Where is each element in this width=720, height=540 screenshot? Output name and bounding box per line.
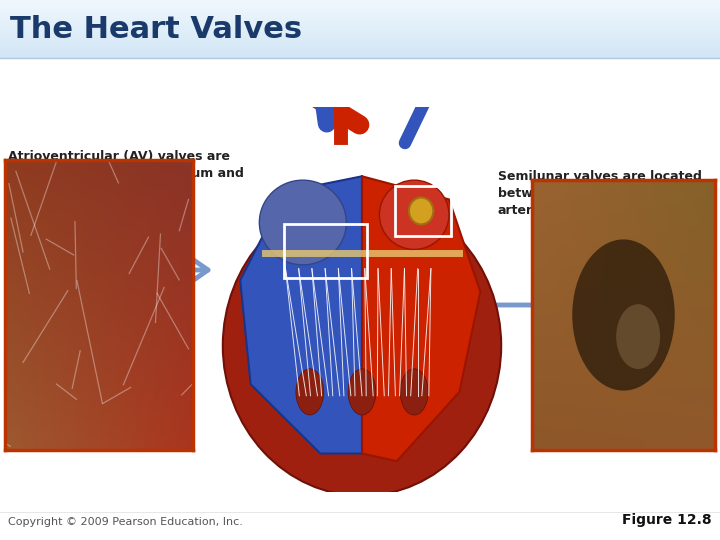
Ellipse shape bbox=[348, 369, 376, 415]
Bar bbox=[0, 15, 720, 16]
Bar bbox=[0, 17, 720, 19]
Bar bbox=[0, 36, 720, 37]
Ellipse shape bbox=[259, 180, 346, 265]
Bar bbox=[0, 44, 720, 45]
Bar bbox=[0, 1, 720, 2]
Ellipse shape bbox=[296, 369, 324, 415]
Bar bbox=[0, 31, 720, 33]
Bar bbox=[0, 40, 720, 42]
Bar bbox=[0, 11, 720, 13]
Text: Copyright © 2009 Pearson Education, Inc.: Copyright © 2009 Pearson Education, Inc. bbox=[8, 517, 243, 527]
Bar bbox=[0, 28, 720, 29]
Polygon shape bbox=[240, 176, 362, 454]
Bar bbox=[0, 24, 720, 26]
Bar bbox=[0, 29, 720, 30]
Text: Semilunar valves are located
between each ventricle and its
artery.: Semilunar valves are located between eac… bbox=[498, 170, 715, 217]
Bar bbox=[0, 12, 720, 14]
Bar bbox=[0, 37, 720, 39]
Bar bbox=[0, 14, 720, 15]
Bar bbox=[0, 10, 720, 12]
Bar bbox=[0, 55, 720, 56]
Bar bbox=[0, 3, 720, 5]
Bar bbox=[0, 45, 720, 47]
Bar bbox=[0, 18, 720, 20]
Bar bbox=[0, 23, 720, 24]
Circle shape bbox=[572, 239, 675, 390]
Bar bbox=[0, 16, 720, 17]
Bar bbox=[0, 17, 720, 18]
Bar bbox=[0, 51, 720, 53]
Bar bbox=[0, 44, 720, 46]
FancyArrowPatch shape bbox=[33, 260, 208, 280]
Bar bbox=[0, 51, 720, 52]
Bar bbox=[0, 52, 720, 54]
Bar bbox=[0, 0, 720, 1]
Text: The Heart Valves: The Heart Valves bbox=[10, 15, 302, 44]
Bar bbox=[0, 2, 720, 3]
Bar bbox=[0, 50, 720, 51]
FancyArrowPatch shape bbox=[320, 79, 327, 124]
Bar bbox=[0, 37, 720, 38]
Bar bbox=[0, 25, 720, 27]
Bar bbox=[0, 26, 720, 28]
Bar bbox=[0, 42, 720, 43]
Bar bbox=[0, 3, 720, 4]
Bar bbox=[0, 24, 720, 25]
Text: Figure 12.8: Figure 12.8 bbox=[622, 513, 712, 527]
Bar bbox=[0, 49, 720, 50]
Bar bbox=[0, 22, 720, 23]
Ellipse shape bbox=[379, 180, 449, 249]
Text: Atrioventricular (AV) valves are
located between each atrium and
ventricle.: Atrioventricular (AV) valves are located… bbox=[8, 150, 244, 197]
Bar bbox=[0, 5, 720, 7]
Bar bbox=[0, 21, 720, 22]
Bar bbox=[0, 35, 720, 36]
Polygon shape bbox=[362, 176, 480, 461]
Bar bbox=[0, 39, 720, 41]
Bar bbox=[0, 8, 720, 9]
Bar bbox=[0, 57, 720, 58]
Circle shape bbox=[409, 198, 433, 225]
Bar bbox=[0, 30, 720, 32]
Ellipse shape bbox=[400, 369, 428, 415]
Bar bbox=[0, 4, 720, 6]
Ellipse shape bbox=[222, 195, 501, 496]
Bar bbox=[0, 46, 720, 48]
FancyArrowPatch shape bbox=[302, 89, 359, 125]
Bar bbox=[0, 48, 720, 49]
Bar bbox=[0, 43, 720, 44]
Bar bbox=[0, 6, 720, 8]
Bar bbox=[0, 38, 720, 40]
Bar bbox=[0, 32, 720, 34]
Circle shape bbox=[616, 304, 660, 369]
FancyArrowPatch shape bbox=[405, 90, 431, 143]
Bar bbox=[0, 10, 720, 11]
Bar bbox=[0, 53, 720, 55]
Bar bbox=[0, 33, 720, 35]
Bar bbox=[0, 56, 720, 57]
Bar bbox=[0, 19, 720, 21]
Bar bbox=[0, 30, 720, 31]
FancyArrowPatch shape bbox=[473, 295, 703, 315]
Bar bbox=[0, 9, 720, 10]
